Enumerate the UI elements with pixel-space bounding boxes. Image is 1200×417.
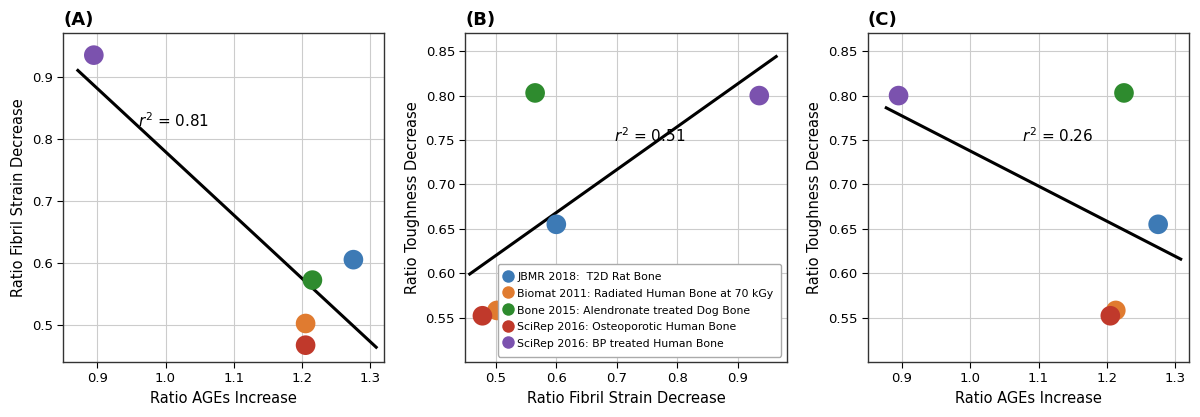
- Y-axis label: Ratio Toughness Decrease: Ratio Toughness Decrease: [808, 101, 822, 294]
- Point: [487, 307, 506, 314]
- X-axis label: Ratio Fibril Strain Decrease: Ratio Fibril Strain Decrease: [527, 391, 725, 406]
- Text: $r^2$ = 0.51: $r^2$ = 0.51: [614, 126, 685, 145]
- Point: [547, 221, 566, 228]
- Point: [296, 342, 316, 349]
- Point: [473, 312, 492, 319]
- Point: [1115, 90, 1134, 96]
- Text: $r^2$ = 0.26: $r^2$ = 0.26: [1021, 126, 1092, 145]
- X-axis label: Ratio AGEs Increase: Ratio AGEs Increase: [955, 391, 1102, 406]
- Y-axis label: Ratio Fibril Strain Decrease: Ratio Fibril Strain Decrease: [11, 98, 26, 297]
- X-axis label: Ratio AGEs Increase: Ratio AGEs Increase: [150, 391, 298, 406]
- Point: [296, 320, 316, 327]
- Legend: JBMR 2018:  T2D Rat Bone, Biomat 2011: Radiated Human Bone at 70 kGy, Bone 2015:: JBMR 2018: T2D Rat Bone, Biomat 2011: Ra…: [498, 264, 781, 357]
- Point: [1106, 307, 1126, 314]
- Point: [526, 90, 545, 96]
- Point: [750, 92, 769, 99]
- Point: [84, 52, 103, 58]
- Text: (C): (C): [868, 11, 898, 29]
- Text: (A): (A): [64, 11, 94, 29]
- Y-axis label: Ratio Toughness Decrease: Ratio Toughness Decrease: [404, 101, 420, 294]
- Point: [889, 92, 908, 99]
- Point: [344, 256, 364, 263]
- Text: (B): (B): [466, 11, 496, 29]
- Text: $r^2$ = 0.81: $r^2$ = 0.81: [138, 111, 209, 130]
- Point: [1148, 221, 1168, 228]
- Point: [1100, 312, 1120, 319]
- Point: [302, 277, 322, 284]
